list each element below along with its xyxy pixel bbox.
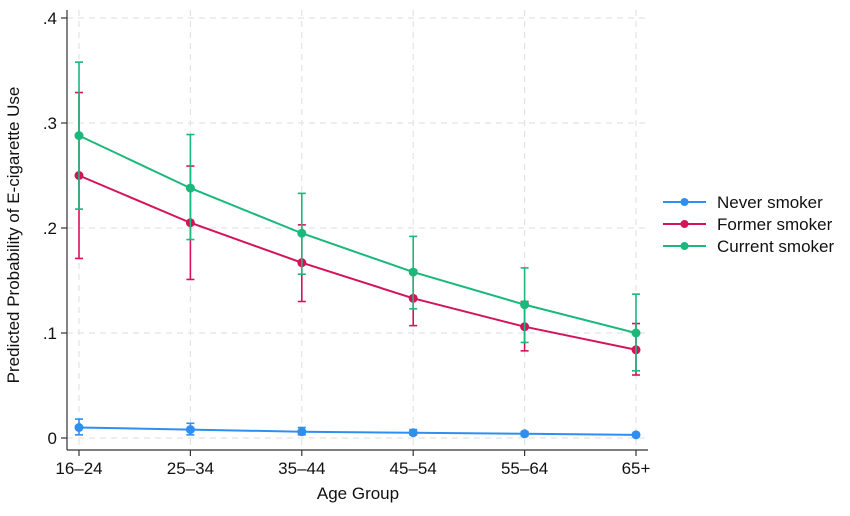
x-tick-label: 55–64 bbox=[501, 459, 548, 478]
legend-marker bbox=[680, 220, 689, 228]
legend-item-current-smoker: Current smoker bbox=[663, 237, 834, 256]
x-ticks: 16–24 25–34 35–44 45–54 55–64 65+ bbox=[55, 450, 650, 478]
x-tick-label: 25–34 bbox=[167, 459, 214, 478]
data-point bbox=[297, 427, 307, 437]
legend-item-former-smoker: Former smoker bbox=[663, 215, 833, 234]
legend-marker bbox=[680, 198, 689, 206]
data-point bbox=[185, 183, 195, 193]
y-tick-label: .2 bbox=[43, 219, 57, 238]
legend-label: Current smoker bbox=[717, 237, 834, 256]
x-tick-label: 65+ bbox=[622, 459, 651, 478]
data-point bbox=[631, 328, 641, 338]
series-line bbox=[78, 426, 637, 436]
y-tick-label: 0 bbox=[48, 429, 57, 448]
y-tick-label: .1 bbox=[43, 324, 57, 343]
y-tick-label: .3 bbox=[43, 114, 57, 133]
x-tick-label: 35–44 bbox=[278, 459, 325, 478]
legend: Never smoker Former smoker Current smoker bbox=[663, 193, 834, 256]
series-never-smoker bbox=[74, 418, 641, 440]
y-tick-label: .4 bbox=[43, 9, 57, 28]
series-line bbox=[78, 174, 637, 351]
y-axis-label: Predicted Probability of E-cigarette Use bbox=[4, 87, 23, 384]
data-point bbox=[297, 228, 307, 238]
x-tick-label: 45–54 bbox=[390, 459, 437, 478]
gridlines bbox=[67, 10, 648, 450]
legend-label: Former smoker bbox=[717, 215, 833, 234]
legend-label: Never smoker bbox=[717, 193, 823, 212]
series-line bbox=[78, 134, 637, 334]
series-current-smoker bbox=[74, 61, 641, 372]
legend-marker bbox=[680, 242, 689, 250]
data-point bbox=[185, 425, 195, 435]
data-point bbox=[74, 423, 84, 432]
data-point bbox=[408, 428, 418, 438]
data-point bbox=[520, 300, 530, 310]
data-point bbox=[74, 131, 84, 141]
data-point bbox=[408, 267, 418, 277]
data-point bbox=[520, 429, 530, 439]
axes bbox=[66, 10, 648, 451]
y-ticks: 0 .1 .2 .3 .4 bbox=[43, 9, 67, 448]
x-axis-label: Age Group bbox=[317, 484, 399, 503]
x-tick-label: 16–24 bbox=[55, 459, 102, 478]
legend-item-never-smoker: Never smoker bbox=[663, 193, 823, 212]
series-group bbox=[74, 61, 641, 440]
data-point bbox=[631, 430, 641, 440]
